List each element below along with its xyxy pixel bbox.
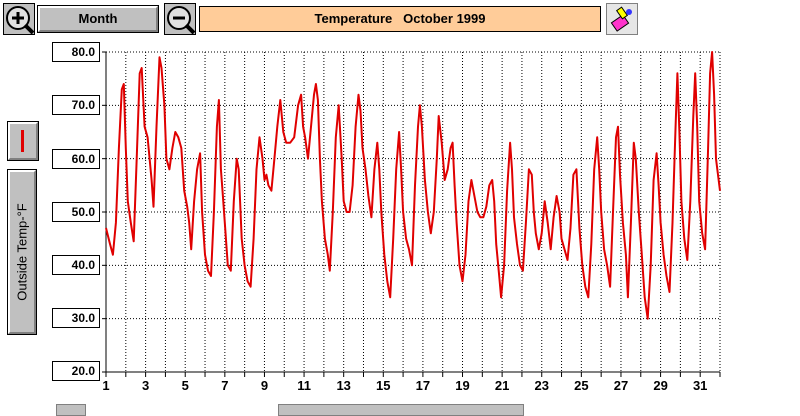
x-tick-label: 1 <box>102 378 109 393</box>
chart-title: Temperature October 1999 <box>199 6 601 32</box>
x-tick-label: 31 <box>693 378 707 393</box>
zoom-in-icon <box>6 6 34 34</box>
y-tick-label: 60.0 <box>52 149 100 169</box>
period-button[interactable]: Month <box>37 5 159 33</box>
x-tick-label: 7 <box>221 378 228 393</box>
color-settings-button[interactable] <box>606 3 638 35</box>
x-tick-label: 17 <box>416 378 430 393</box>
x-tick-label: 23 <box>535 378 549 393</box>
paint-icon <box>610 6 632 32</box>
x-tick-label: 25 <box>574 378 588 393</box>
scroll-left-button[interactable] <box>56 404 86 416</box>
zoom-out-button[interactable] <box>164 3 196 35</box>
title-label: Temperature <box>314 11 393 26</box>
x-tick-label: 11 <box>297 378 311 393</box>
y-tick-label: 30.0 <box>52 308 100 328</box>
y-tick-label: 70.0 <box>52 95 100 115</box>
zoom-out-icon <box>167 6 195 34</box>
series-color-button[interactable] <box>7 121 39 161</box>
horizontal-scrollbar[interactable] <box>278 404 524 416</box>
y-axis-label-button[interactable]: Outside Temp-°F <box>7 169 37 335</box>
y-tick-label: 20.0 <box>52 361 100 381</box>
x-tick-label: 29 <box>653 378 667 393</box>
series-color-swatch <box>21 130 24 152</box>
x-tick-label: 13 <box>336 378 350 393</box>
series-layer <box>105 51 721 320</box>
x-tick-label: 15 <box>376 378 390 393</box>
title-period: October 1999 <box>403 11 486 26</box>
x-tick-label: 27 <box>614 378 628 393</box>
x-tick-label: 9 <box>261 378 268 393</box>
zoom-in-button[interactable] <box>3 3 35 35</box>
y-tick-label: 40.0 <box>52 255 100 275</box>
series-line-outside-temp <box>105 51 721 320</box>
x-tick-labels: 1 3 5 7 9 11 13 15 17 19 21 23 25 27 29 31 <box>102 372 721 393</box>
y-tick-label: 80.0 <box>52 42 100 62</box>
x-tick-label: 3 <box>142 378 149 393</box>
x-tick-label: 19 <box>455 378 469 393</box>
grid <box>102 51 721 373</box>
y-tick-label: 50.0 <box>52 202 100 222</box>
x-tick-label: 21 <box>495 378 509 393</box>
x-tick-label: 5 <box>182 378 189 393</box>
